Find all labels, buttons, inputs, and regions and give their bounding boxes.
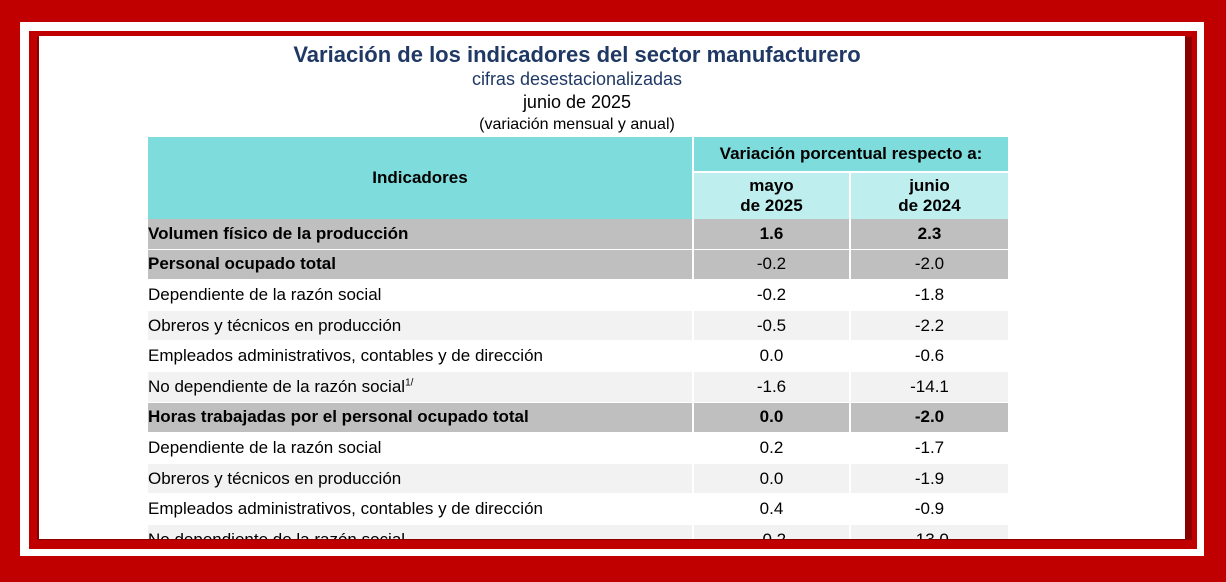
row-value-junio: -2.0 (850, 402, 1008, 434)
row-value-junio: -1.8 (850, 279, 1008, 311)
row-value-mayo: -0.2 (692, 279, 851, 311)
row-label: Personal ocupado total (148, 249, 693, 281)
row-label: No dependiente de la razón social (148, 524, 693, 539)
table-row: Dependiente de la razón social 0.2 -1.7 (148, 432, 1008, 464)
row-label: Obreros y técnicos en producción (148, 310, 693, 342)
header-col-junio-line1: junio (909, 176, 950, 195)
row-label: No dependiente de la razón social (148, 376, 406, 396)
row-value-junio: -14.1 (850, 371, 1008, 403)
row-value-junio: 2.3 (850, 219, 1008, 250)
row-value-mayo: 1.6 (692, 219, 851, 250)
row-label: Horas trabajadas por el personal ocupado… (148, 402, 693, 434)
table-row: Obreros y técnicos en producción -0.5 -2… (148, 310, 1008, 342)
row-label: Volumen físico de la producción (148, 219, 693, 250)
row-value-mayo: 0.0 (692, 402, 851, 434)
variation-note: (variación mensual y anual) (479, 116, 675, 133)
row-label: Dependiente de la razón social (148, 279, 693, 311)
row-value-mayo: -0.2 (692, 249, 851, 281)
header-col-junio: junio de 2024 (850, 172, 1008, 219)
table-row: Personal ocupado total -0.2 -2.0 (148, 249, 1008, 281)
table-row: Dependiente de la razón social -0.2 -1.8 (148, 279, 1008, 311)
row-value-mayo: 0.0 (692, 463, 851, 495)
page-subtitle: cifras desestacionalizadas (471, 69, 683, 89)
period-label: junio de 2025 (522, 92, 632, 112)
row-value-junio: -1.7 (850, 432, 1008, 464)
table-row: No dependiente de la razón social -0.2 -… (148, 524, 1008, 539)
row-value-mayo: -0.5 (692, 310, 851, 342)
row-value-junio: -2.0 (850, 249, 1008, 281)
row-value-junio: -0.9 (850, 493, 1008, 525)
table-row: Horas trabajadas por el personal ocupado… (148, 402, 1008, 434)
row-label: Obreros y técnicos en producción (148, 463, 693, 495)
row-label: Empleados administrativos, contables y d… (148, 340, 693, 372)
indicators-table: Indicadores Variación porcentual respect… (148, 137, 1008, 539)
header-col-mayo-line2: de 2025 (740, 196, 803, 215)
row-value-junio: -0.6 (850, 340, 1008, 372)
row-label: Empleados administrativos, contables y d… (148, 493, 693, 525)
page-title: Variación de los indicadores del sector … (293, 42, 861, 67)
row-value-mayo: 0.0 (692, 340, 851, 372)
document-panel: Variación de los indicadores del sector … (39, 36, 1185, 539)
table-row: Volumen físico de la producción 1.6 2.3 (148, 219, 1008, 250)
footnote-marker: 1/ (405, 377, 414, 389)
header-variation-group: Variación porcentual respecto a: (693, 137, 1008, 173)
table-row: No dependiente de la razón social1/ -1.6… (148, 371, 1008, 403)
header-col-mayo-line1: mayo (749, 176, 794, 195)
row-value-mayo: -1.6 (692, 371, 851, 403)
row-value-junio: -1.9 (850, 463, 1008, 495)
row-label-with-footnote: No dependiente de la razón social1/ (148, 371, 693, 403)
row-value-junio: -13.0 (850, 524, 1008, 539)
header-col-mayo: mayo de 2025 (693, 172, 851, 219)
table-row: Obreros y técnicos en producción 0.0 -1.… (148, 463, 1008, 495)
row-value-mayo: -0.2 (692, 524, 851, 539)
header-col-junio-line2: de 2024 (898, 196, 961, 215)
table-row: Empleados administrativos, contables y d… (148, 340, 1008, 372)
table-row: Empleados administrativos, contables y d… (148, 493, 1008, 525)
header-indicadores: Indicadores (148, 137, 694, 219)
row-value-mayo: 0.2 (692, 432, 851, 464)
row-value-junio: -2.2 (850, 310, 1008, 342)
row-label: Dependiente de la razón social (148, 432, 693, 464)
row-value-mayo: 0.4 (692, 493, 851, 525)
title-block: Variación de los indicadores del sector … (39, 36, 1115, 135)
